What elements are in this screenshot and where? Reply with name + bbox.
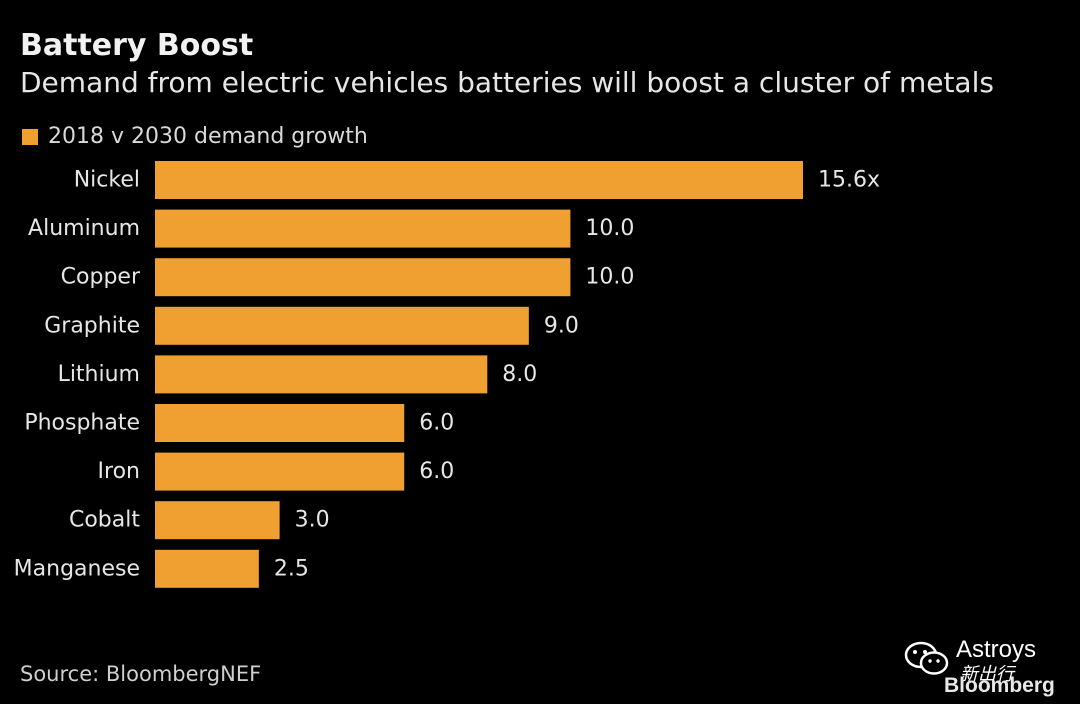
legend-swatch xyxy=(22,128,38,145)
bar-lithium xyxy=(155,355,488,394)
bar-copper xyxy=(155,258,571,297)
bar-nickel xyxy=(155,161,803,199)
value-label: 6.0 xyxy=(419,411,454,436)
value-label: 6.0 xyxy=(419,459,454,484)
bar-cobalt xyxy=(155,501,280,540)
legend-label: 2018 v 2030 demand growth xyxy=(48,124,368,149)
category-label: Copper xyxy=(61,265,141,290)
watermark-name: Astroys xyxy=(956,636,1037,663)
category-label: Nickel xyxy=(74,168,140,193)
category-label: Lithium xyxy=(58,362,140,387)
category-label: Graphite xyxy=(44,313,140,338)
bar-aluminum xyxy=(155,209,571,248)
wechat-icon xyxy=(904,641,949,675)
bar-graphite xyxy=(155,306,529,345)
chart-subtitle: Demand from electric vehicles batteries … xyxy=(20,66,994,99)
value-label: 10.0 xyxy=(585,265,634,290)
value-label: 2.5 xyxy=(274,556,309,581)
category-label: Phosphate xyxy=(24,411,140,436)
value-label: 10.0 xyxy=(585,216,634,241)
bar-manganese xyxy=(155,549,259,588)
category-label: Cobalt xyxy=(69,508,140,533)
bar-phosphate xyxy=(155,404,405,442)
value-label: 9.0 xyxy=(544,313,579,338)
value-label: 8.0 xyxy=(502,362,537,387)
source-note: Source: BloombergNEF xyxy=(20,662,262,686)
category-label: Manganese xyxy=(14,556,140,581)
chart-title: Battery Boost xyxy=(20,28,254,63)
value-label: 15.6x xyxy=(818,168,880,193)
value-label: 3.0 xyxy=(295,508,330,533)
category-label: Iron xyxy=(98,459,140,484)
watermark-cn: 新出行 xyxy=(960,664,1014,685)
watermark: Astroys 新出行 Bloomberg xyxy=(898,630,1068,700)
category-label: Aluminum xyxy=(28,216,140,241)
chart-legend: 2018 v 2030 demand growth xyxy=(22,124,368,149)
bar-iron xyxy=(155,452,405,491)
bloomberg-logo: Bloomberg xyxy=(944,674,1055,697)
